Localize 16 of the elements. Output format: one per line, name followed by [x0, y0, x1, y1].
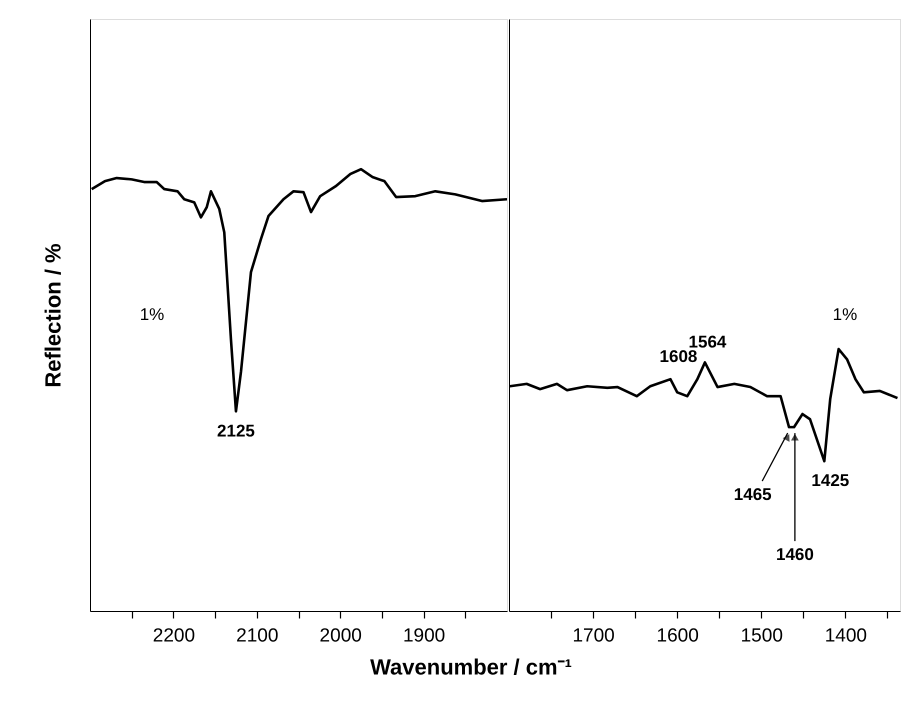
y-axis-title: Reflection / %: [40, 243, 66, 388]
annotation: 1465: [734, 485, 772, 504]
text: 1%: [832, 305, 858, 324]
annotation: 2125: [217, 421, 255, 440]
x-tick-label: 2200: [152, 626, 196, 646]
x-tick-label: 1600: [656, 626, 699, 646]
annotation: 1%: [140, 305, 164, 324]
annotation: 1460: [776, 545, 814, 564]
annotation: 1425: [811, 471, 850, 490]
x-tick-label: 1400: [824, 626, 867, 646]
x-tick-label: 1900: [402, 626, 446, 646]
x-tick-label: 1500: [740, 626, 783, 646]
x-tick-label: 1700: [572, 626, 615, 646]
x-axis-title: Wavenumber / cm⁻¹: [370, 654, 572, 680]
x-tick-label: 2000: [320, 626, 362, 646]
x-tick-label: 2100: [236, 626, 278, 646]
